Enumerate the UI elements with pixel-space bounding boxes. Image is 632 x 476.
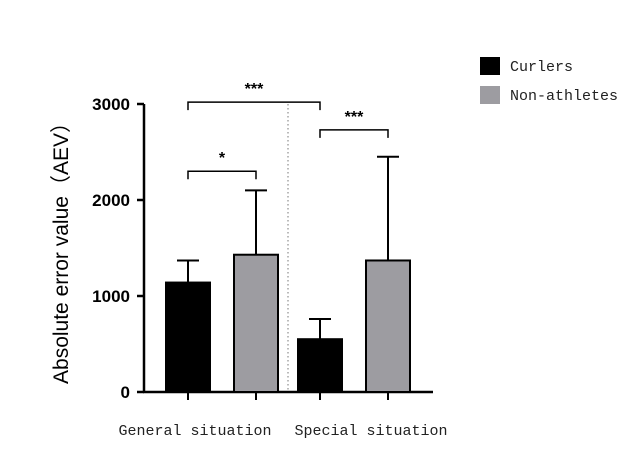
category-label: Special situation: [294, 423, 447, 440]
significance-bracket: [319, 129, 389, 138]
significance-label: ***: [245, 81, 264, 98]
x-ticks: [187, 392, 389, 400]
significance-label: ***: [345, 109, 364, 126]
legend-swatch: [480, 86, 500, 104]
y-tick-label: 1000: [92, 287, 130, 306]
bar-non-athletes-1: [365, 259, 411, 394]
significance-bracket: [187, 170, 257, 180]
y-ticks: 0 1000 2000 3000: [92, 95, 144, 402]
y-tick-label: 2000: [92, 191, 130, 210]
bar-non-athletes-0: [233, 253, 279, 393]
legend-label: Curlers: [510, 59, 573, 76]
significance-label: *: [219, 150, 226, 167]
bar-curlers-0: [165, 281, 211, 393]
legend: Curlers Non-athletes: [480, 57, 618, 105]
y-tick-label: 0: [121, 383, 130, 402]
legend-label: Non-athletes: [510, 88, 618, 105]
y-axis-label: Absolute error value（AEV）: [50, 112, 73, 384]
category-labels: General situation Special situation: [118, 423, 447, 440]
bars: [165, 253, 411, 394]
error-bars: [177, 155, 399, 340]
y-tick-label: 3000: [92, 95, 130, 114]
significance-bracket: [187, 101, 321, 111]
legend-swatch: [480, 57, 500, 75]
bar-curlers-1: [297, 338, 343, 394]
significance-brackets: *******: [187, 81, 389, 180]
category-label: General situation: [118, 423, 271, 440]
